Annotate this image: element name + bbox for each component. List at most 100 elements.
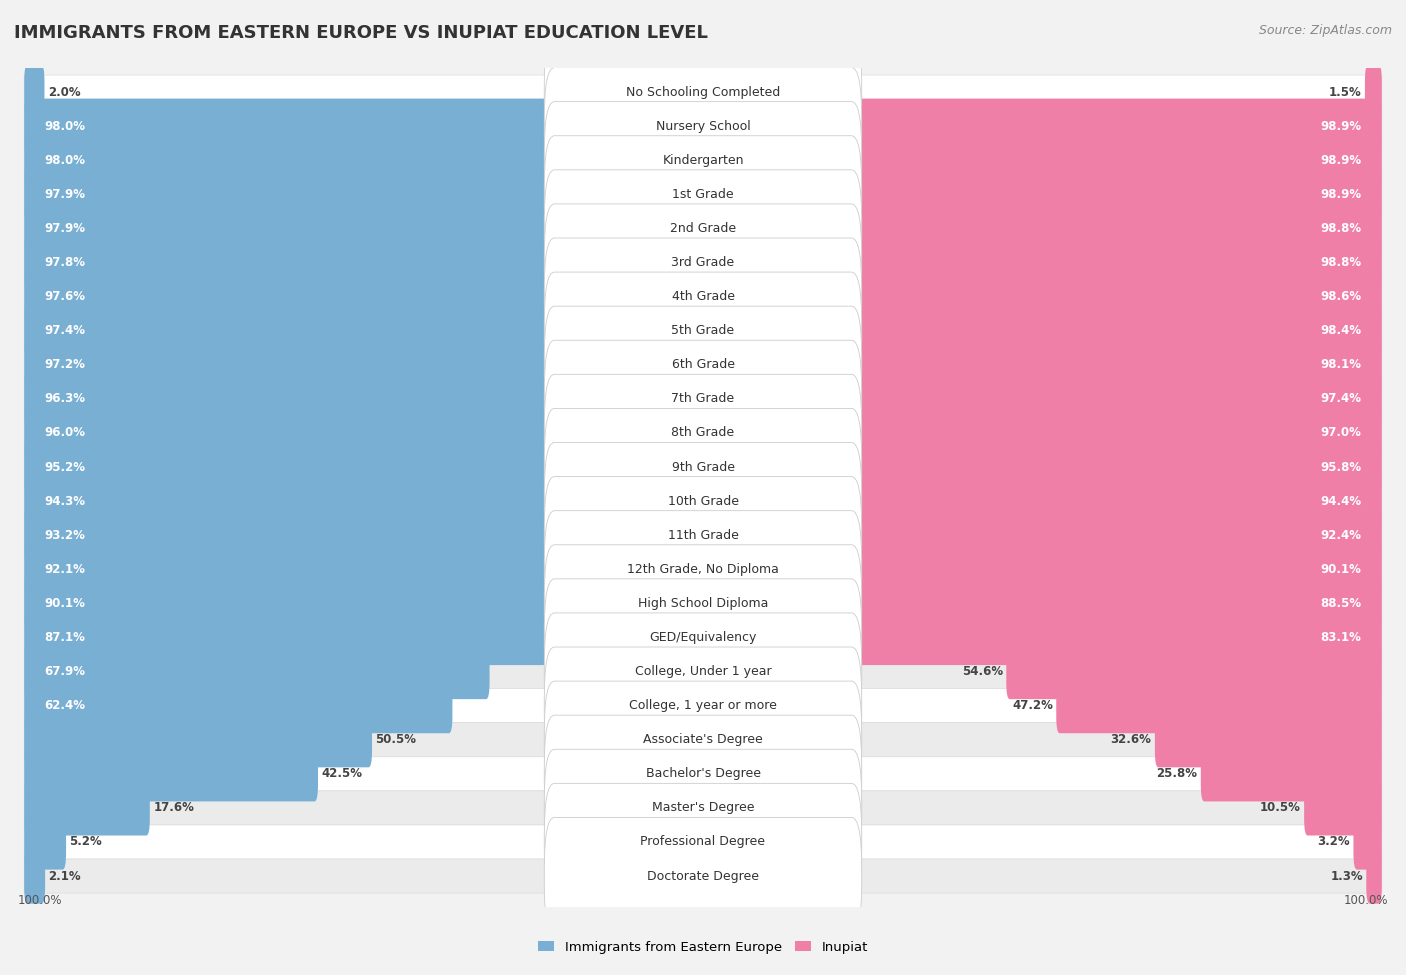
FancyBboxPatch shape	[544, 170, 862, 287]
FancyBboxPatch shape	[1367, 848, 1382, 904]
FancyBboxPatch shape	[24, 859, 1382, 893]
FancyBboxPatch shape	[24, 586, 1382, 620]
FancyBboxPatch shape	[544, 204, 862, 321]
Text: 2nd Grade: 2nd Grade	[669, 222, 737, 235]
FancyBboxPatch shape	[24, 303, 689, 359]
Text: 96.0%: 96.0%	[45, 426, 86, 440]
Text: 98.9%: 98.9%	[1320, 154, 1361, 167]
Text: 98.8%: 98.8%	[1320, 256, 1361, 269]
FancyBboxPatch shape	[24, 518, 1382, 552]
FancyBboxPatch shape	[24, 64, 45, 120]
FancyBboxPatch shape	[707, 98, 1382, 154]
FancyBboxPatch shape	[1201, 746, 1382, 801]
Text: 93.2%: 93.2%	[45, 528, 86, 542]
Text: 10.5%: 10.5%	[1260, 801, 1301, 814]
Text: GED/Equivalency: GED/Equivalency	[650, 631, 756, 644]
Text: Professional Degree: Professional Degree	[641, 836, 765, 848]
FancyBboxPatch shape	[24, 371, 682, 426]
Text: 100.0%: 100.0%	[17, 894, 62, 907]
Text: 3rd Grade: 3rd Grade	[672, 256, 734, 269]
FancyBboxPatch shape	[544, 101, 862, 219]
Text: 25.8%: 25.8%	[1156, 767, 1198, 780]
FancyBboxPatch shape	[707, 201, 1382, 256]
FancyBboxPatch shape	[24, 75, 1382, 109]
FancyBboxPatch shape	[544, 272, 862, 389]
Text: 97.9%: 97.9%	[45, 222, 86, 235]
FancyBboxPatch shape	[1056, 678, 1382, 733]
FancyBboxPatch shape	[713, 337, 1382, 392]
FancyBboxPatch shape	[24, 212, 1382, 246]
FancyBboxPatch shape	[707, 167, 1382, 222]
FancyBboxPatch shape	[24, 167, 692, 222]
Text: 7th Grade: 7th Grade	[672, 392, 734, 406]
FancyBboxPatch shape	[544, 647, 862, 764]
Text: 8th Grade: 8th Grade	[672, 426, 734, 440]
FancyBboxPatch shape	[751, 508, 1382, 563]
FancyBboxPatch shape	[24, 416, 1382, 450]
Text: 92.1%: 92.1%	[45, 563, 86, 576]
Text: College, Under 1 year: College, Under 1 year	[634, 665, 772, 678]
Text: 2.0%: 2.0%	[48, 86, 80, 98]
Text: No Schooling Completed: No Schooling Completed	[626, 86, 780, 98]
FancyBboxPatch shape	[544, 682, 862, 799]
FancyBboxPatch shape	[24, 542, 652, 597]
Text: 90.1%: 90.1%	[45, 597, 86, 610]
Text: 97.6%: 97.6%	[45, 291, 86, 303]
Text: Source: ZipAtlas.com: Source: ZipAtlas.com	[1258, 24, 1392, 37]
Text: 47.2%: 47.2%	[1012, 699, 1053, 712]
Text: 98.8%: 98.8%	[1320, 222, 1361, 235]
FancyBboxPatch shape	[544, 716, 862, 833]
FancyBboxPatch shape	[24, 337, 688, 392]
FancyBboxPatch shape	[1305, 780, 1382, 836]
Text: 6th Grade: 6th Grade	[672, 358, 734, 371]
FancyBboxPatch shape	[544, 374, 862, 491]
FancyBboxPatch shape	[544, 477, 862, 594]
FancyBboxPatch shape	[24, 406, 679, 460]
Text: 90.1%: 90.1%	[1320, 563, 1361, 576]
FancyBboxPatch shape	[24, 109, 1382, 143]
Text: Master's Degree: Master's Degree	[652, 801, 754, 814]
FancyBboxPatch shape	[24, 98, 693, 154]
Text: 17.6%: 17.6%	[153, 801, 194, 814]
FancyBboxPatch shape	[738, 474, 1382, 528]
Text: 11th Grade: 11th Grade	[668, 528, 738, 542]
Text: 88.5%: 88.5%	[1320, 597, 1361, 610]
Text: 98.0%: 98.0%	[45, 154, 86, 167]
FancyBboxPatch shape	[544, 340, 862, 457]
FancyBboxPatch shape	[24, 280, 1382, 314]
Text: 32.6%: 32.6%	[1111, 733, 1152, 746]
Text: 42.5%: 42.5%	[322, 767, 363, 780]
FancyBboxPatch shape	[24, 177, 1382, 212]
Text: 97.0%: 97.0%	[1320, 426, 1361, 440]
FancyBboxPatch shape	[544, 443, 862, 560]
Text: 9th Grade: 9th Grade	[672, 460, 734, 474]
FancyBboxPatch shape	[24, 382, 1382, 416]
FancyBboxPatch shape	[778, 576, 1382, 631]
Text: 10th Grade: 10th Grade	[668, 494, 738, 508]
FancyBboxPatch shape	[544, 33, 862, 151]
Text: 1.3%: 1.3%	[1330, 870, 1362, 882]
FancyBboxPatch shape	[710, 303, 1382, 359]
Text: 95.8%: 95.8%	[1320, 460, 1361, 474]
FancyBboxPatch shape	[24, 814, 66, 870]
Text: 3.2%: 3.2%	[1317, 836, 1350, 848]
Text: 1st Grade: 1st Grade	[672, 188, 734, 201]
Text: 96.3%: 96.3%	[45, 392, 86, 406]
FancyBboxPatch shape	[24, 201, 692, 256]
Text: 5th Grade: 5th Grade	[672, 325, 734, 337]
FancyBboxPatch shape	[24, 712, 373, 767]
Text: 97.9%: 97.9%	[45, 188, 86, 201]
Text: 67.9%: 67.9%	[45, 665, 86, 678]
FancyBboxPatch shape	[1365, 64, 1382, 120]
Text: Nursery School: Nursery School	[655, 120, 751, 133]
FancyBboxPatch shape	[24, 825, 1382, 859]
FancyBboxPatch shape	[24, 235, 692, 291]
Text: 92.4%: 92.4%	[1320, 528, 1361, 542]
Text: 4th Grade: 4th Grade	[672, 291, 734, 303]
Text: 1.5%: 1.5%	[1329, 86, 1361, 98]
Text: 97.4%: 97.4%	[1320, 392, 1361, 406]
FancyBboxPatch shape	[24, 348, 1382, 382]
FancyBboxPatch shape	[544, 238, 862, 355]
FancyBboxPatch shape	[24, 576, 640, 631]
FancyBboxPatch shape	[24, 143, 1382, 177]
